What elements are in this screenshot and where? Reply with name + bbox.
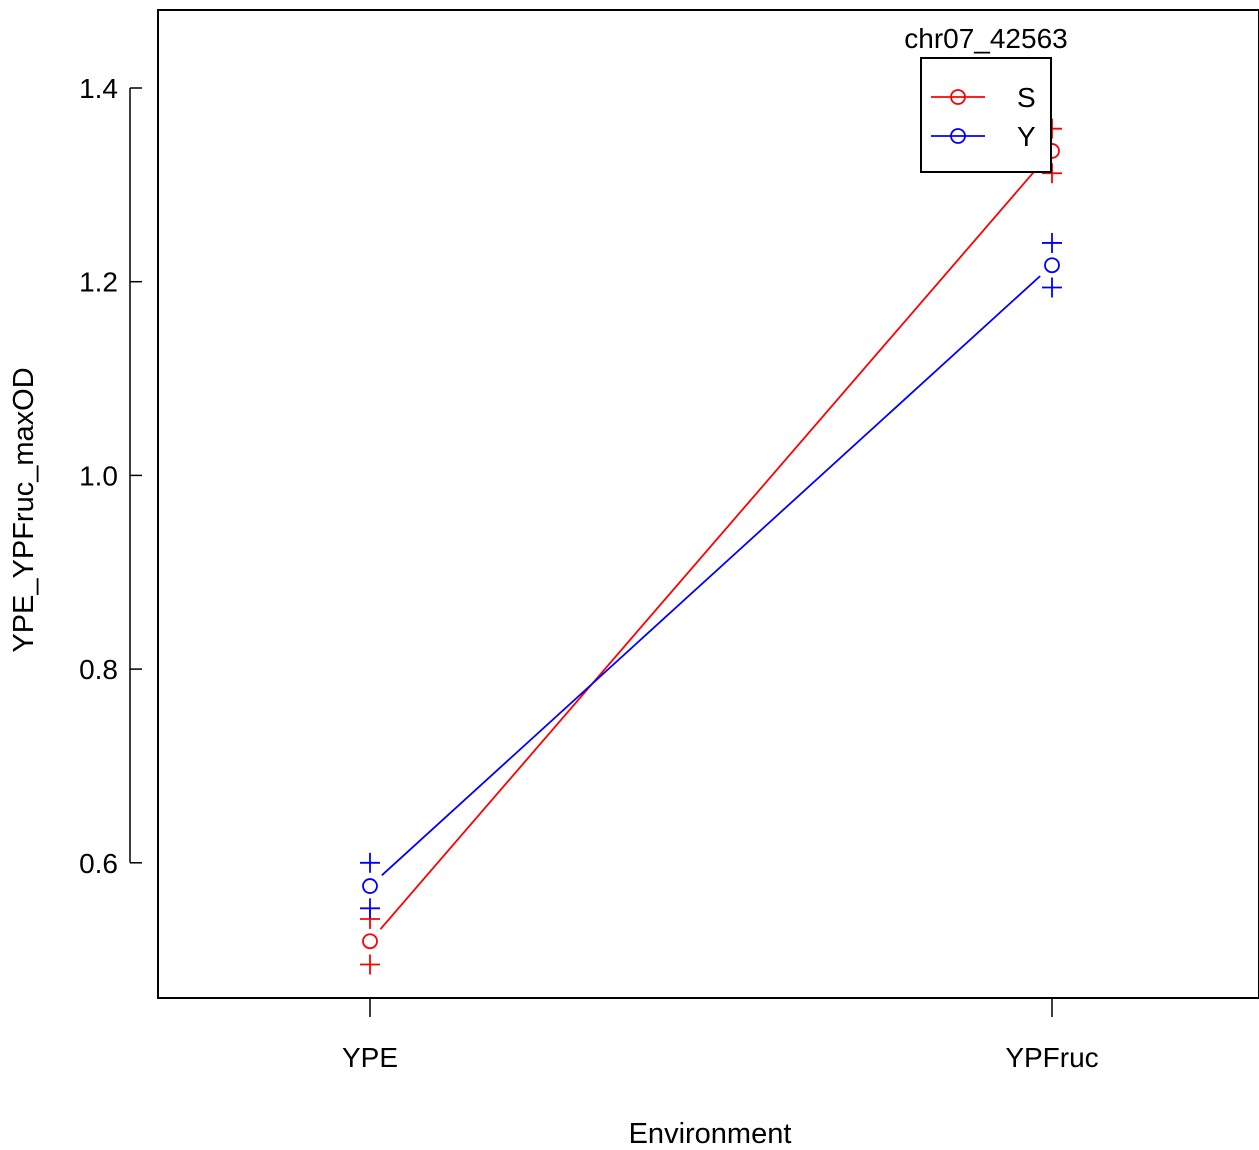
legend-entry-s: S [931, 82, 1036, 113]
y-tick-label: 0.8 [79, 654, 118, 685]
series-y [360, 232, 1062, 919]
y-tick-label: 1.4 [79, 73, 118, 104]
x-tick-label: YPE [342, 1042, 398, 1073]
series-line-s [379, 162, 1043, 930]
point-y [362, 878, 378, 894]
y-axis: 0.6 0.8 1.0 1.2 1.4 [79, 73, 142, 879]
y-tick-label: 1.0 [79, 460, 118, 491]
lower-bound-marker-y [1042, 277, 1062, 298]
legend-label-s: S [1017, 82, 1036, 113]
series-s [360, 118, 1062, 975]
y-axis-title: YPE_YPFruc_maxOD [8, 367, 40, 652]
x-axis-title: Environment [629, 1118, 792, 1150]
y-tick-label: 1.2 [79, 267, 118, 298]
y-tick-label: 0.6 [79, 848, 118, 879]
legend-marker-y [950, 128, 966, 144]
plot-area [157, 9, 1259, 999]
x-axis: YPE YPFruc [342, 998, 1099, 1073]
x-tick-label: YPFruc [1005, 1042, 1098, 1073]
series-line-y [381, 275, 1041, 876]
legend: chr07_42563 S Y [904, 23, 1068, 173]
upper-bound-marker-y [360, 852, 380, 873]
lower-bound-marker-y [360, 898, 380, 919]
point-s [362, 933, 378, 950]
legend-marker-s [950, 89, 966, 105]
point-y [1044, 257, 1060, 274]
upper-bound-marker-y [1042, 232, 1062, 253]
plot-border [157, 9, 1259, 999]
legend-box [920, 57, 1052, 173]
lower-bound-marker-s [360, 954, 380, 975]
legend-label-y: Y [1017, 121, 1036, 152]
series-layer [360, 118, 1062, 975]
legend-entry-y: Y [931, 121, 1036, 152]
legend-title: chr07_42563 [904, 23, 1067, 54]
